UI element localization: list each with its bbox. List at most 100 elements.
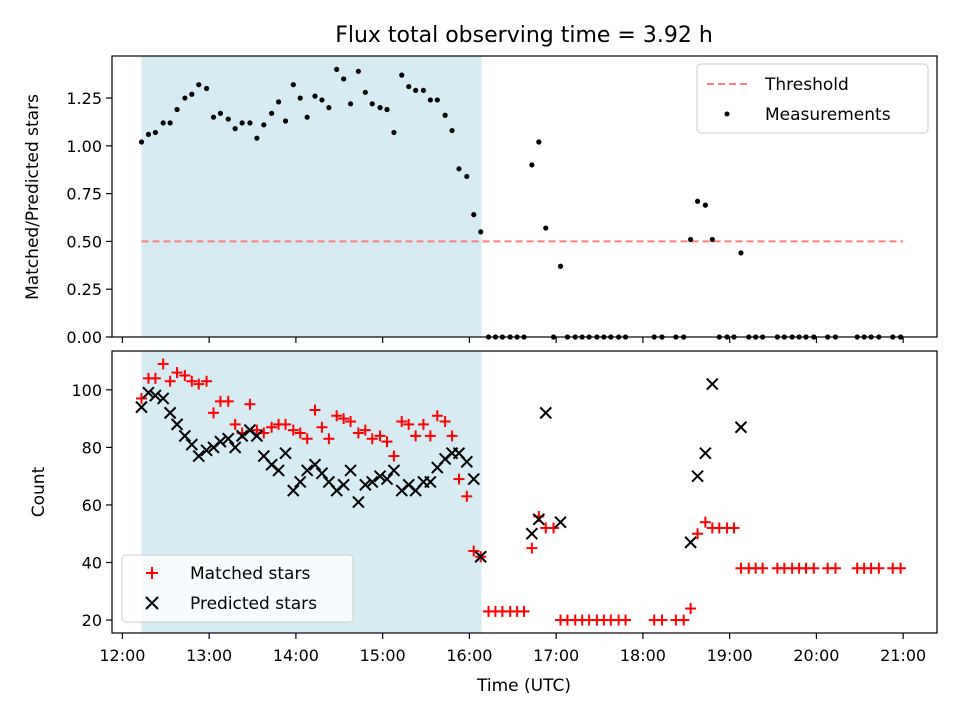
x-tick-label: 18:00 <box>620 646 666 665</box>
predicted-point <box>359 478 372 492</box>
measurement-point <box>391 129 397 136</box>
measurement-point <box>247 120 253 126</box>
x-tick-label: 21:00 <box>880 646 926 665</box>
matched-stars-series <box>135 358 907 626</box>
measurement-point <box>196 82 202 88</box>
measurement-point <box>290 82 296 88</box>
top-plot-frame <box>111 55 938 338</box>
measurement-point <box>688 236 694 243</box>
matched-point <box>468 545 480 557</box>
matched-point <box>656 614 668 626</box>
matched-point <box>431 410 443 422</box>
measurement-point <box>543 225 549 231</box>
measurement-point <box>464 173 470 180</box>
matched-point <box>251 424 263 436</box>
bottom-y-axis: 20 40 60 80 100 <box>71 381 112 630</box>
measurement-point <box>369 101 375 107</box>
predicted-point <box>684 536 697 549</box>
predicted-point <box>250 429 264 443</box>
measurement-point <box>341 76 347 82</box>
predicted-point <box>300 464 314 477</box>
matched-point <box>396 416 408 427</box>
measurement-point <box>254 135 260 141</box>
matched-point <box>294 427 306 439</box>
matched-point <box>453 473 465 485</box>
bottom-legend: Matched stars Predicted stars <box>121 554 354 623</box>
measurement-point <box>355 68 361 74</box>
matched-point <box>366 433 378 445</box>
measurement-point <box>304 114 310 120</box>
matched-point <box>678 614 690 626</box>
matched-point <box>352 427 364 439</box>
matched-point <box>186 375 198 387</box>
predicted-point <box>734 421 748 434</box>
matched-point <box>548 522 560 534</box>
matched-point <box>309 404 321 416</box>
top-shaded-span <box>141 56 482 337</box>
measurement-point <box>167 120 173 126</box>
predicted-point <box>308 458 322 471</box>
matched-point <box>410 430 422 442</box>
measurement-point <box>420 87 427 94</box>
measurement-point <box>152 129 158 136</box>
measurement-point <box>297 95 303 101</box>
x-tick-label: 19:00 <box>707 646 753 665</box>
measurement-point <box>738 250 744 256</box>
predicted-point <box>532 513 546 526</box>
measurement-point <box>203 85 210 92</box>
matched-point <box>446 430 458 442</box>
chart-title: Flux total observing time = 3.92 h <box>335 23 713 48</box>
x-tick-label: 14:00 <box>273 646 319 665</box>
matched-point <box>338 413 350 425</box>
measurement-point <box>413 87 419 94</box>
measurement-point <box>434 97 440 103</box>
matched-point <box>895 562 907 574</box>
measurement-point <box>160 120 166 126</box>
measurement-point <box>182 95 188 101</box>
matched-point <box>685 603 697 615</box>
measurement-point <box>232 126 238 132</box>
predicted-point <box>315 467 329 480</box>
matched-point <box>280 418 292 430</box>
predicted-point <box>156 392 170 405</box>
matched-point <box>229 418 241 430</box>
predicted-point <box>294 475 307 489</box>
measurement-point <box>384 106 390 113</box>
measurement-point <box>261 122 267 128</box>
matched-point <box>193 378 205 390</box>
predicted-point <box>467 472 480 486</box>
predicted-point <box>235 429 249 443</box>
measurements-legend-label: Measurements <box>765 105 891 125</box>
predicted-point <box>691 469 704 483</box>
predicted-point <box>135 400 148 414</box>
measurement-point <box>217 110 224 116</box>
top-y-tick-label: 0.00 <box>66 328 102 347</box>
bottom-panel: 20 40 60 80 100 12:00 13:00 14:00 15:00 16:00 17:… <box>29 350 938 696</box>
matched-point <box>164 375 176 387</box>
matched-point <box>149 372 161 384</box>
bottom-y-tick-label: 100 <box>71 381 102 400</box>
predicted-stars-series <box>135 377 748 563</box>
top-y-axis-label: Matched/Predicted stars <box>23 94 43 300</box>
measurement-point <box>406 83 412 90</box>
matched-point <box>179 369 191 381</box>
predicted-point <box>279 446 292 460</box>
matched-point <box>287 424 299 436</box>
matched-point <box>830 562 842 574</box>
matched-point <box>620 614 632 626</box>
predicted-point <box>142 386 155 399</box>
matched-point <box>403 418 415 430</box>
measurement-point <box>225 116 231 122</box>
matched-legend-swatch <box>146 567 158 579</box>
matched-point <box>699 516 711 528</box>
measurement-point <box>702 202 708 208</box>
matched-point <box>301 433 313 445</box>
top-x-ticks <box>121 337 904 343</box>
measurement-point <box>529 162 535 168</box>
bottom-legend-box <box>121 554 354 623</box>
measurement-point <box>326 105 332 111</box>
matched-point <box>157 358 169 370</box>
predicted-legend-swatch <box>145 596 159 610</box>
predicted-point <box>170 418 184 431</box>
